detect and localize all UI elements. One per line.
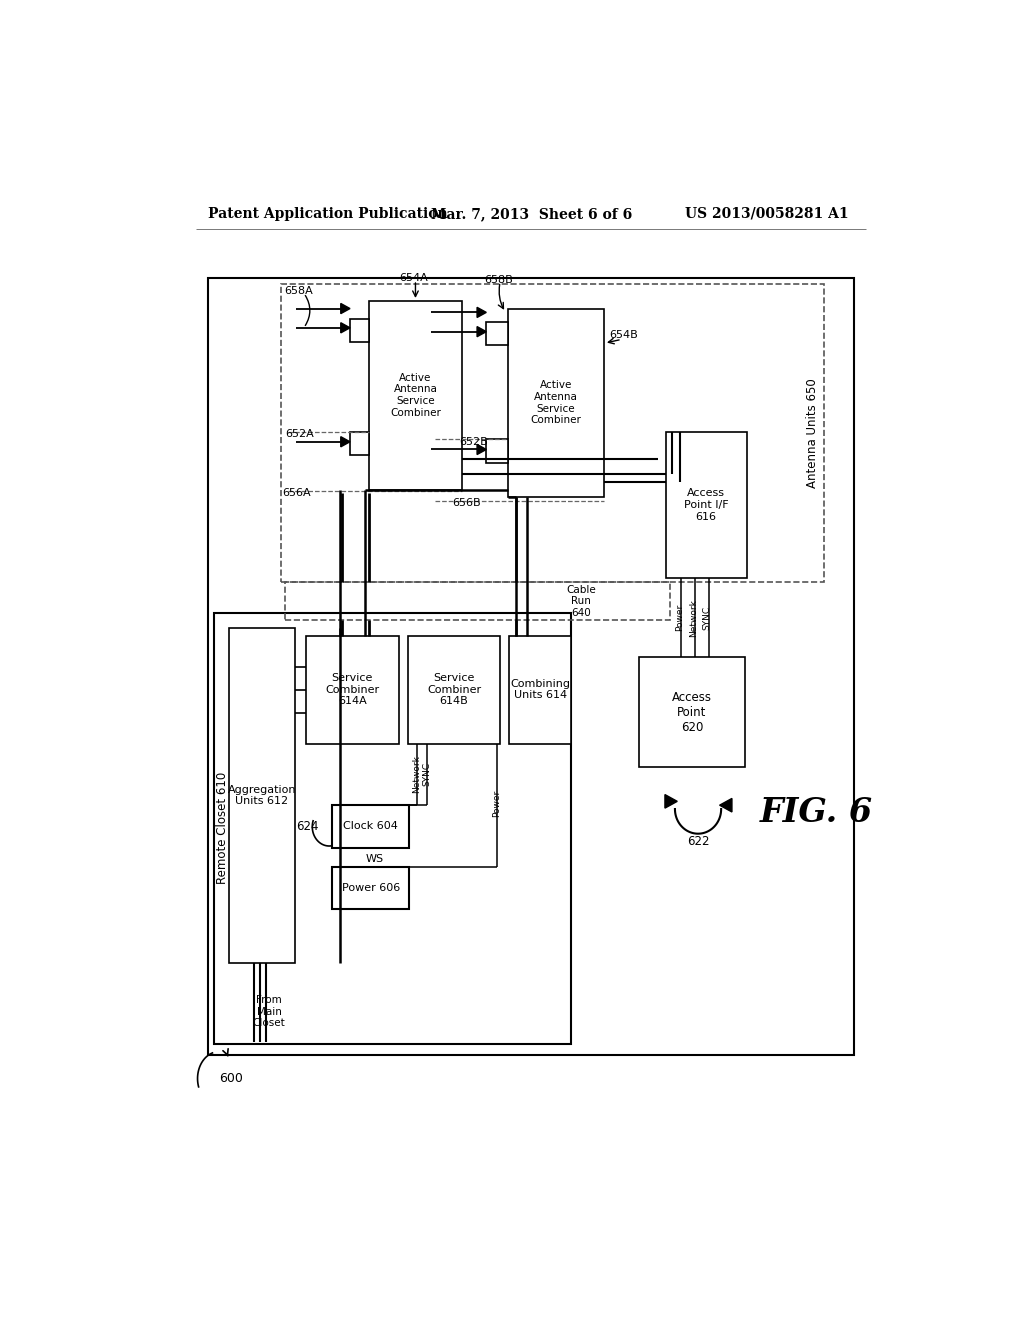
Bar <box>350 318 370 342</box>
Text: SYNC: SYNC <box>702 606 712 630</box>
Bar <box>208 277 854 1056</box>
Bar <box>333 867 410 909</box>
Text: 654A: 654A <box>399 273 428 282</box>
Bar <box>639 657 745 767</box>
Text: 656B: 656B <box>453 499 481 508</box>
Text: Power 606: Power 606 <box>342 883 400 892</box>
Text: FIG. 6: FIG. 6 <box>760 796 872 829</box>
Bar <box>281 284 823 582</box>
Text: Mar. 7, 2013  Sheet 6 of 6: Mar. 7, 2013 Sheet 6 of 6 <box>431 207 632 220</box>
Bar <box>350 432 370 455</box>
Polygon shape <box>665 795 677 808</box>
Text: Aggregation
Units 612: Aggregation Units 612 <box>227 785 296 807</box>
Text: Clock 604: Clock 604 <box>343 821 398 832</box>
Text: 622: 622 <box>687 834 710 847</box>
Text: Patent Application Publication: Patent Application Publication <box>208 207 447 220</box>
Bar <box>508 309 604 498</box>
Text: 658B: 658B <box>484 275 513 285</box>
Text: Network: Network <box>689 599 698 636</box>
Text: 654B: 654B <box>609 330 638 341</box>
Text: 600: 600 <box>219 1072 243 1085</box>
Text: Service
Combiner
614A: Service Combiner 614A <box>326 673 379 706</box>
Bar <box>229 628 295 964</box>
Bar <box>486 322 508 345</box>
Text: 652B: 652B <box>459 437 487 446</box>
Bar <box>370 301 462 490</box>
Bar <box>666 432 746 578</box>
Polygon shape <box>477 326 486 337</box>
Polygon shape <box>477 308 486 318</box>
Polygon shape <box>720 799 732 812</box>
Text: Antenna Units 650: Antenna Units 650 <box>806 378 818 488</box>
Polygon shape <box>341 437 350 447</box>
Text: Power: Power <box>675 605 684 631</box>
Bar <box>285 582 670 620</box>
Text: Active
Antenna
Service
Combiner: Active Antenna Service Combiner <box>390 372 441 417</box>
Text: Cable
Run
640: Cable Run 640 <box>566 585 596 618</box>
Text: Combining
Units 614: Combining Units 614 <box>510 678 570 701</box>
Polygon shape <box>477 445 486 454</box>
Text: WS: WS <box>366 854 384 865</box>
Text: 656A: 656A <box>282 488 310 499</box>
Text: Service
Combiner
614B: Service Combiner 614B <box>427 673 481 706</box>
Bar <box>408 636 500 743</box>
Text: SYNC: SYNC <box>423 763 431 787</box>
Text: Active
Antenna
Service
Combiner: Active Antenna Service Combiner <box>530 380 582 425</box>
Bar <box>333 805 410 847</box>
Polygon shape <box>341 322 350 333</box>
Text: From
Main
Closet: From Main Closet <box>253 995 286 1028</box>
Text: Remote Closet 610: Remote Closet 610 <box>216 772 229 884</box>
Text: 658A: 658A <box>284 286 312 296</box>
Bar <box>509 636 571 743</box>
Polygon shape <box>341 304 350 314</box>
Text: Network: Network <box>413 755 422 793</box>
Bar <box>214 612 571 1044</box>
Text: US 2013/0058281 A1: US 2013/0058281 A1 <box>685 207 849 220</box>
Bar <box>306 636 398 743</box>
Text: 624: 624 <box>296 820 318 833</box>
Text: 652A: 652A <box>286 429 314 440</box>
Text: Access
Point
620: Access Point 620 <box>672 690 712 734</box>
Text: Power: Power <box>493 791 502 817</box>
Bar <box>486 440 508 462</box>
Text: Access
Point I/F
616: Access Point I/F 616 <box>684 488 728 521</box>
